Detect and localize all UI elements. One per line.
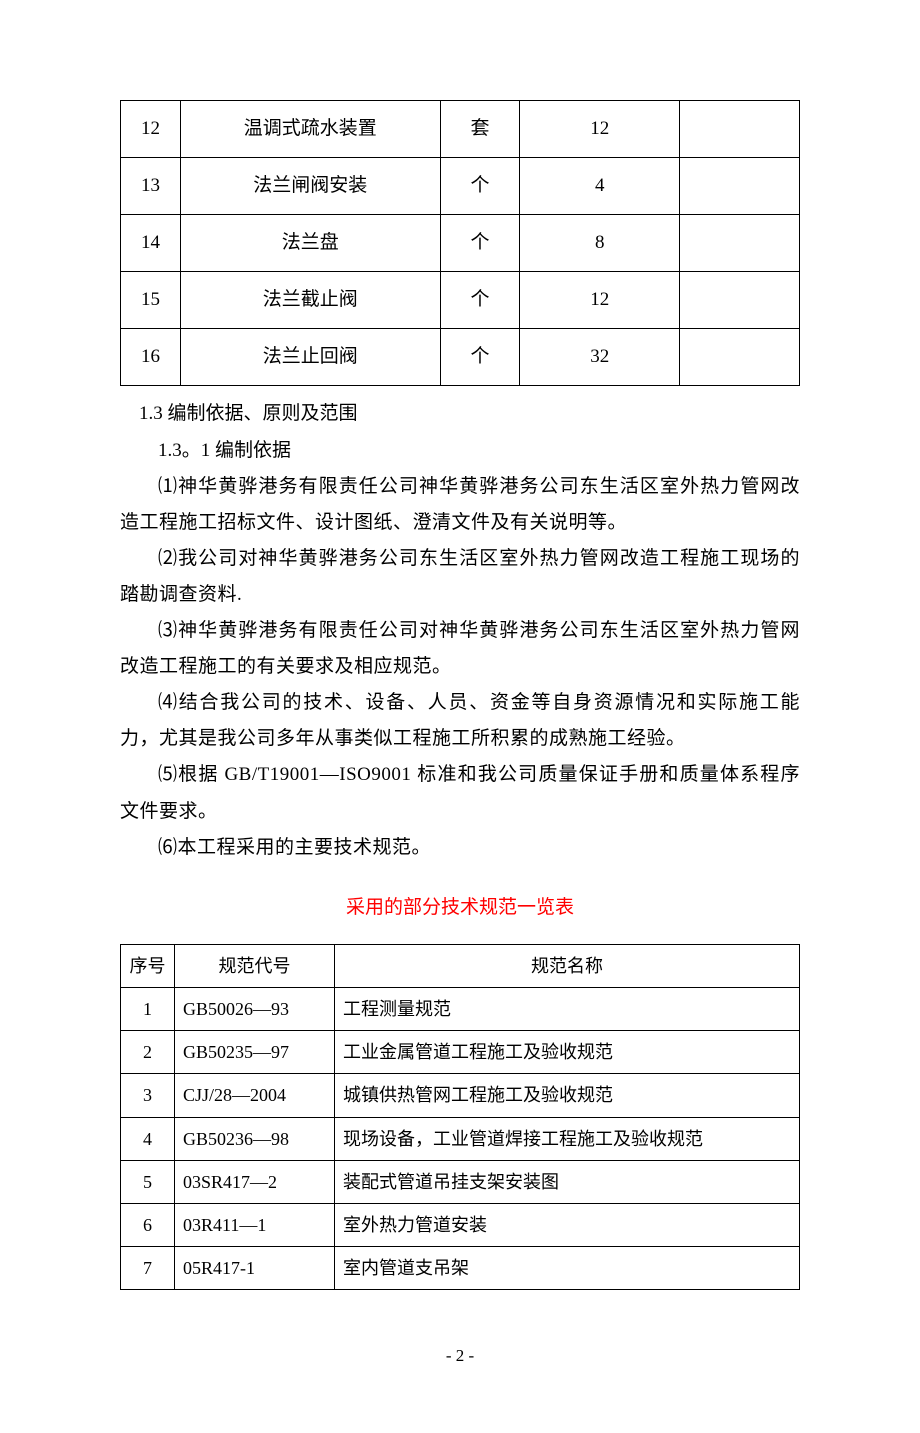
cell-qty: 4 — [520, 158, 680, 215]
cell-note — [680, 272, 800, 329]
cell-qty: 32 — [520, 329, 680, 386]
paragraph-4: ⑷结合我公司的技术、设备、人员、资金等自身资源情况和实际施工能力，尤其是我公司多… — [120, 685, 800, 757]
table-row: 2 GB50235—97 工业金属管道工程施工及验收规范 — [121, 1031, 800, 1074]
cell-no: 5 — [121, 1160, 175, 1203]
cell-code: CJJ/28—2004 — [175, 1074, 335, 1117]
cell-qty: 8 — [520, 215, 680, 272]
cell-code: 03R411—1 — [175, 1203, 335, 1246]
header-code: 规范代号 — [175, 944, 335, 987]
cell-name: 工业金属管道工程施工及验收规范 — [335, 1031, 800, 1074]
cell-no: 1 — [121, 987, 175, 1030]
table-row: 3 CJJ/28—2004 城镇供热管网工程施工及验收规范 — [121, 1074, 800, 1117]
paragraph-6: ⑹本工程采用的主要技术规范。 — [120, 830, 800, 866]
table-header-row: 序号 规范代号 规范名称 — [121, 944, 800, 987]
cell-code: GB50026—93 — [175, 987, 335, 1030]
table-row: 6 03R411—1 室外热力管道安装 — [121, 1203, 800, 1246]
cell-unit: 个 — [440, 329, 520, 386]
cell-name: 城镇供热管网工程施工及验收规范 — [335, 1074, 800, 1117]
cell-no: 3 — [121, 1074, 175, 1117]
cell-no: 12 — [121, 101, 181, 158]
paragraph-1: ⑴神华黄骅港务有限责任公司神华黄骅港务公司东生活区室外热力管网改造工程施工招标文… — [120, 469, 800, 541]
cell-name: 室外热力管道安装 — [335, 1203, 800, 1246]
table-row: 14 法兰盘 个 8 — [121, 215, 800, 272]
standards-table-body: 序号 规范代号 规范名称 1 GB50026—93 工程测量规范 2 GB502… — [121, 944, 800, 1290]
table-row: 16 法兰止回阀 个 32 — [121, 329, 800, 386]
table-row: 4 GB50236—98 现场设备，工业管道焊接工程施工及验收规范 — [121, 1117, 800, 1160]
cell-name: 工程测量规范 — [335, 987, 800, 1030]
header-no: 序号 — [121, 944, 175, 987]
cell-no: 4 — [121, 1117, 175, 1160]
cell-unit: 个 — [440, 272, 520, 329]
cell-name: 温调式疏水装置 — [180, 101, 440, 158]
paragraph-2: ⑵我公司对神华黄骅港务公司东生活区室外热力管网改造工程施工现场的踏勘调查资料. — [120, 541, 800, 613]
heading-1-3-1: 1.3。1 编制依据 — [120, 433, 800, 469]
cell-code: GB50235—97 — [175, 1031, 335, 1074]
cell-name: 现场设备，工业管道焊接工程施工及验收规范 — [335, 1117, 800, 1160]
cell-note — [680, 329, 800, 386]
cell-name: 法兰闸阀安装 — [180, 158, 440, 215]
header-name: 规范名称 — [335, 944, 800, 987]
paragraph-3: ⑶神华黄骅港务有限责任公司对神华黄骅港务公司东生活区室外热力管网改造工程施工的有… — [120, 613, 800, 685]
cell-name: 法兰止回阀 — [180, 329, 440, 386]
cell-qty: 12 — [520, 101, 680, 158]
cell-note — [680, 101, 800, 158]
cell-name: 法兰盘 — [180, 215, 440, 272]
table-row: 15 法兰截止阀 个 12 — [121, 272, 800, 329]
materials-table: 12 温调式疏水装置 套 12 13 法兰闸阀安装 个 4 14 法兰盘 个 8… — [120, 100, 800, 386]
cell-unit: 套 — [440, 101, 520, 158]
cell-unit: 个 — [440, 158, 520, 215]
table-row: 7 05R417-1 室内管道支吊架 — [121, 1247, 800, 1290]
cell-no: 15 — [121, 272, 181, 329]
cell-no: 13 — [121, 158, 181, 215]
table-row: 13 法兰闸阀安装 个 4 — [121, 158, 800, 215]
cell-no: 16 — [121, 329, 181, 386]
standards-table-title: 采用的部分技术规范一览表 — [120, 890, 800, 926]
cell-note — [680, 215, 800, 272]
table-row: 1 GB50026—93 工程测量规范 — [121, 987, 800, 1030]
table-row: 12 温调式疏水装置 套 12 — [121, 101, 800, 158]
heading-1-3: 1.3 编制依据、原则及范围 — [120, 396, 800, 432]
cell-code: 05R417-1 — [175, 1247, 335, 1290]
page-number: - 2 - — [120, 1340, 800, 1372]
cell-code: 03SR417—2 — [175, 1160, 335, 1203]
cell-no: 2 — [121, 1031, 175, 1074]
standards-table: 序号 规范代号 规范名称 1 GB50026—93 工程测量规范 2 GB502… — [120, 944, 800, 1291]
cell-name: 室内管道支吊架 — [335, 1247, 800, 1290]
cell-name: 法兰截止阀 — [180, 272, 440, 329]
cell-no: 14 — [121, 215, 181, 272]
materials-table-body: 12 温调式疏水装置 套 12 13 法兰闸阀安装 个 4 14 法兰盘 个 8… — [121, 101, 800, 386]
cell-note — [680, 158, 800, 215]
cell-code: GB50236—98 — [175, 1117, 335, 1160]
paragraph-5: ⑸根据 GB/T19001—ISO9001 标准和我公司质量保证手册和质量体系程… — [120, 757, 800, 829]
cell-qty: 12 — [520, 272, 680, 329]
table-row: 5 03SR417—2 装配式管道吊挂支架安装图 — [121, 1160, 800, 1203]
cell-unit: 个 — [440, 215, 520, 272]
cell-no: 7 — [121, 1247, 175, 1290]
cell-no: 6 — [121, 1203, 175, 1246]
cell-name: 装配式管道吊挂支架安装图 — [335, 1160, 800, 1203]
